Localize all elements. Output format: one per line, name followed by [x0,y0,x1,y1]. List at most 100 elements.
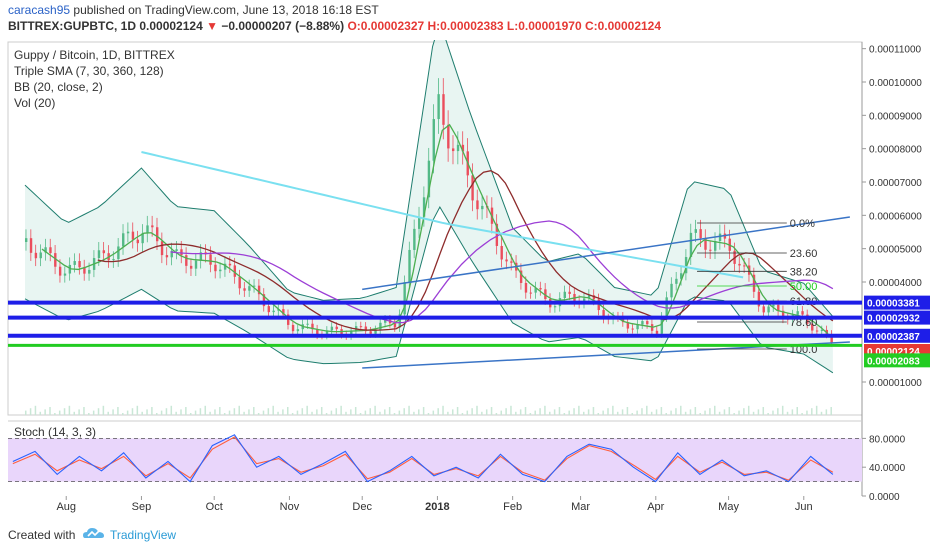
volume-bar [282,409,284,415]
symbol-line: BITTREX:GUPBTC, 1D 0.00002124 ▼ −0.00000… [8,19,661,33]
candle [233,265,237,277]
volume-bar [553,409,556,415]
sma-30-line [97,170,834,331]
volume-bar [29,408,32,415]
candle [209,254,212,265]
candle [199,252,203,261]
candle [257,285,261,295]
price-tag-label: 0.00002124 [867,347,920,358]
volume-bar [432,410,435,415]
candle [529,292,533,294]
candle [670,283,673,298]
candle [704,238,707,250]
volume-bar [505,408,507,415]
candle [49,247,52,254]
volume-bar [253,407,255,415]
volume-bar [369,408,371,415]
x-tick-label: 2018 [425,501,449,513]
volume-bar [301,408,304,415]
volume-bar [316,409,318,415]
volume-bar [815,405,818,415]
volume-bar [791,409,794,415]
candle [97,250,101,259]
chart-header: caracash95 published on TradingView.com,… [0,0,932,40]
candle [699,229,702,239]
volume-bar [500,410,503,415]
volume-bar [471,408,473,415]
chart-canvas[interactable]: 0.00011000 0.00010000 0.00009000 0.00008000… [0,40,932,518]
candle [165,255,169,258]
volume-bar [437,408,439,415]
volume-bar [616,411,619,415]
candle [553,306,557,308]
fib-label: 23.60 [790,248,818,260]
volume-bar [811,408,813,415]
volume-bar [626,407,629,415]
candle [296,329,300,332]
stoch-tick-label: 40.0000 [869,463,906,474]
volume-bar [63,408,66,415]
volume-bar [563,413,566,415]
volume-bar [733,413,735,415]
footer: Created with TradingView [0,518,932,550]
volume-bar [384,409,386,415]
candle [510,261,513,263]
symbol-price: BITTREX:GUPBTC, 1D 0.00002124 [8,19,203,33]
volume-bar [83,407,85,415]
candle [398,314,402,328]
candle [325,330,329,336]
price-tag-label: 0.00002932 [867,314,920,325]
candle [811,323,814,331]
candle [524,282,528,293]
volume-bar [451,409,454,415]
volume-bar [592,407,595,415]
candle [631,328,634,330]
stoch-k-line [12,434,834,483]
volume-bar [325,413,328,415]
candle [796,311,799,315]
candle [641,321,644,325]
volume-bar [762,407,765,415]
volume-bar [519,409,522,415]
volume-bar [170,405,173,415]
candle [63,273,67,276]
volume-bar [54,413,56,415]
author-link[interactable]: caracash95 [8,3,71,17]
candle [238,276,241,289]
volume-bar [117,407,119,415]
legend-bb: BB (20, close, 2) [14,80,103,94]
candle [655,330,659,334]
volume-bar [345,411,347,415]
candle [126,231,130,234]
candle [102,250,106,254]
volume-bar [757,409,760,415]
volume-bar [330,410,333,415]
candle [743,265,746,267]
volume-bar [49,407,51,415]
volume-bar [558,407,561,415]
y-tick-label: 0.00007000 [869,178,922,189]
volume-bar [238,405,240,415]
candle [88,269,91,274]
candle [665,297,668,317]
y-tick-label: 0.00008000 [869,145,922,156]
volume-bar [728,407,731,415]
x-tick-label: Sep [132,501,152,513]
volume-bar [340,405,342,415]
candle [151,225,154,228]
volume-bar [354,407,357,415]
candle [291,324,295,332]
legend-vol: Vol (20) [14,96,56,110]
candle [267,306,270,313]
volume-bar [180,409,182,415]
y-tick-label: 0.00001000 [869,378,922,389]
change-text: −0.00000207 (−8.88%) [221,19,345,33]
candle [155,227,159,242]
volume-bar [675,408,677,415]
volume-bar [131,408,134,415]
tradingview-brand-link[interactable]: TradingView [110,528,177,542]
candle [568,291,571,294]
volume-bar [670,410,672,415]
candle [219,269,222,272]
candle [78,261,81,268]
